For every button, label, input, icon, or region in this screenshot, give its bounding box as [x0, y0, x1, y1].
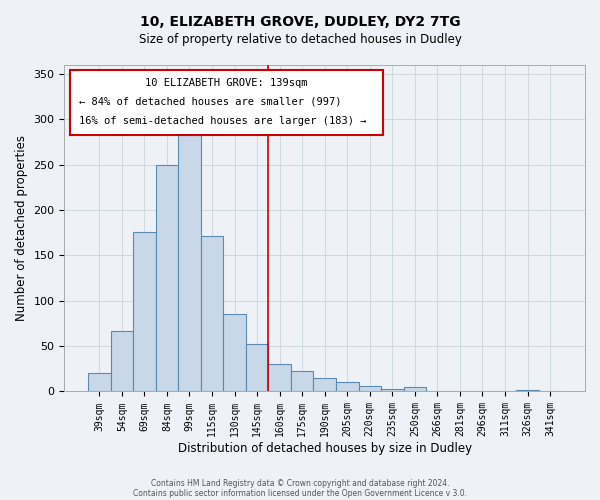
- X-axis label: Distribution of detached houses by size in Dudley: Distribution of detached houses by size …: [178, 442, 472, 455]
- Bar: [268, 364, 291, 392]
- Bar: [291, 370, 313, 392]
- Text: Contains HM Land Registry data © Crown copyright and database right 2024.: Contains HM Land Registry data © Crown c…: [151, 478, 449, 488]
- Text: 10 ELIZABETH GROVE: 139sqm: 10 ELIZABETH GROVE: 139sqm: [145, 78, 308, 88]
- Bar: [359, 386, 381, 392]
- Bar: [516, 390, 539, 392]
- Bar: [381, 389, 404, 392]
- Bar: [201, 236, 223, 392]
- Bar: [223, 314, 246, 392]
- Bar: [426, 390, 449, 392]
- Bar: [178, 135, 201, 392]
- Bar: [110, 330, 133, 392]
- Text: 10, ELIZABETH GROVE, DUDLEY, DY2 7TG: 10, ELIZABETH GROVE, DUDLEY, DY2 7TG: [140, 15, 460, 29]
- Bar: [336, 382, 359, 392]
- Bar: [313, 378, 336, 392]
- Bar: [404, 387, 426, 392]
- Bar: [155, 165, 178, 392]
- Text: ← 84% of detached houses are smaller (997): ← 84% of detached houses are smaller (99…: [79, 96, 342, 106]
- Text: Size of property relative to detached houses in Dudley: Size of property relative to detached ho…: [139, 32, 461, 46]
- Text: Contains public sector information licensed under the Open Government Licence v : Contains public sector information licen…: [133, 488, 467, 498]
- Bar: [246, 344, 268, 392]
- Y-axis label: Number of detached properties: Number of detached properties: [15, 135, 28, 321]
- Text: 16% of semi-detached houses are larger (183) →: 16% of semi-detached houses are larger (…: [79, 116, 367, 126]
- Bar: [133, 232, 155, 392]
- Bar: [88, 374, 110, 392]
